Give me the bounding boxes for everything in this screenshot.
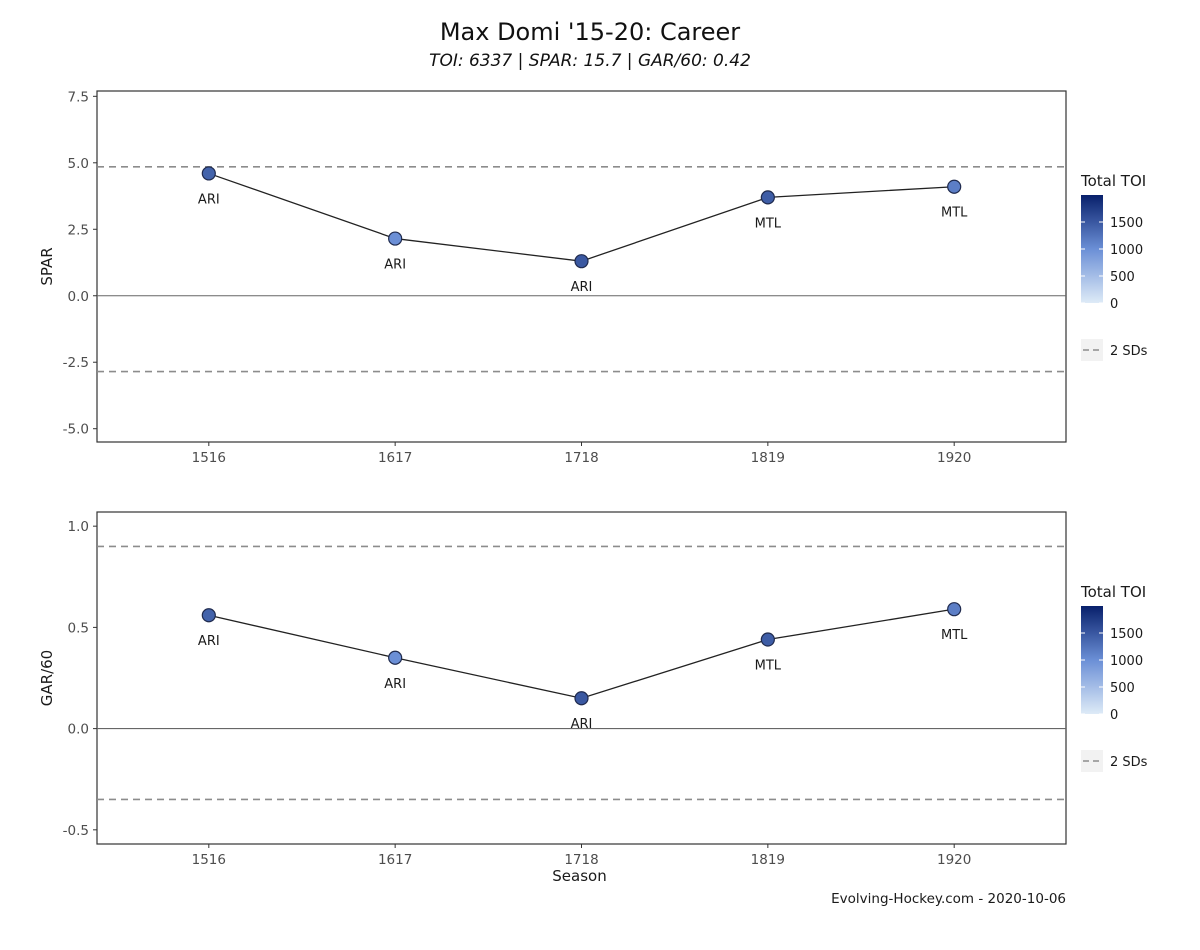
legend-tick-label: 0 xyxy=(1110,708,1118,723)
point-team-label: ARI xyxy=(198,192,220,207)
legend: Total TOI 0 500 1000 1500 2 SDs xyxy=(1080,172,1148,361)
data-point xyxy=(388,650,403,665)
legend-title: Total TOI xyxy=(1080,172,1146,190)
legend-sd-key-bg xyxy=(1081,750,1103,772)
point-team-label: MTL xyxy=(755,216,782,231)
point-team-label: ARI xyxy=(384,677,406,692)
x-axis-title: Season xyxy=(552,867,606,885)
data-point xyxy=(388,231,403,246)
legend-tick-label: 1000 xyxy=(1110,243,1143,258)
y-tick-label: 5.0 xyxy=(68,156,89,172)
legend-tick-label: 1000 xyxy=(1110,654,1143,669)
y-tick-label: 7.5 xyxy=(68,89,89,105)
x-tick-label: 1819 xyxy=(751,852,785,868)
x-tick-label: 1617 xyxy=(378,450,412,466)
point-team-label: ARI xyxy=(571,717,593,732)
x-tick-label: 1920 xyxy=(937,450,971,466)
x-tick-label: 1718 xyxy=(564,450,598,466)
data-point xyxy=(947,179,962,194)
data-point xyxy=(574,254,589,269)
y-tick-label: -0.5 xyxy=(63,823,89,839)
y-tick-label: 0.0 xyxy=(68,722,89,738)
chart-panel-2: -0.5 0.0 0.5 1.0 1516 1617 1718 1819 1920 GAR/60 S… xyxy=(38,511,1148,885)
chart-subtitle: TOI: 6337 | SPAR: 15.7 | GAR/60: 0.42 xyxy=(429,51,751,71)
x-tick-label: 1617 xyxy=(378,852,412,868)
data-point xyxy=(574,691,589,706)
point-team-label: ARI xyxy=(571,280,593,295)
plot-panel xyxy=(96,511,1067,845)
data-point xyxy=(201,608,216,623)
legend-title: Total TOI xyxy=(1080,583,1146,601)
y-tick-label: -5.0 xyxy=(63,422,89,438)
x-tick-label: 1516 xyxy=(192,852,226,868)
point-team-label: MTL xyxy=(941,628,968,643)
legend: Total TOI 0 500 1000 1500 2 SDs xyxy=(1080,583,1148,772)
legend-tick-label: 1500 xyxy=(1110,216,1143,231)
y-tick-label: 2.5 xyxy=(68,222,89,238)
chart-panel-1: -5.0 -2.5 0.0 2.5 5.0 7.5 1516 1617 1718 1819 1920… xyxy=(38,89,1148,466)
y-tick-label: 1.0 xyxy=(68,519,89,535)
legend-tick-label: 500 xyxy=(1110,270,1135,285)
point-team-label: ARI xyxy=(384,258,406,273)
y-axis-title: GAR/60 xyxy=(38,650,56,706)
y-tick-label: 0.5 xyxy=(68,620,89,636)
chart-title: Max Domi '15-20: Career xyxy=(440,18,740,46)
legend-tick-label: 1500 xyxy=(1110,627,1143,642)
point-team-label: ARI xyxy=(198,634,220,649)
chart-panels: -5.0 -2.5 0.0 2.5 5.0 7.5 1516 1617 1718 1819 1920… xyxy=(38,89,1148,885)
point-team-label: MTL xyxy=(941,206,968,221)
legend-tick-label: 0 xyxy=(1110,297,1118,312)
point-team-label: MTL xyxy=(755,659,782,674)
y-tick-label: -2.5 xyxy=(63,355,89,371)
data-point xyxy=(201,166,216,181)
data-point xyxy=(760,632,775,647)
legend-colorbar xyxy=(1081,606,1103,714)
legend-colorbar xyxy=(1081,195,1103,303)
legend-sd-label: 2 SDs xyxy=(1110,344,1148,359)
x-tick-label: 1516 xyxy=(192,450,226,466)
legend-sd-label: 2 SDs xyxy=(1110,755,1148,770)
data-point xyxy=(947,602,962,617)
x-tick-label: 1920 xyxy=(937,852,971,868)
legend-tick-label: 500 xyxy=(1110,681,1135,696)
data-point xyxy=(760,190,775,205)
x-tick-label: 1718 xyxy=(564,852,598,868)
y-axis-title: SPAR xyxy=(38,247,56,285)
y-tick-label: 0.0 xyxy=(68,289,89,305)
chart-caption: Evolving-Hockey.com - 2020-10-06 xyxy=(831,891,1066,907)
x-tick-label: 1819 xyxy=(751,450,785,466)
legend-sd-key-bg xyxy=(1081,339,1103,361)
